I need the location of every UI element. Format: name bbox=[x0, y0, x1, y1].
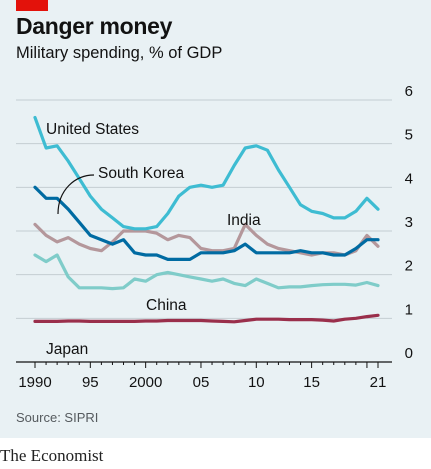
source-note: Source: SIPRI bbox=[16, 410, 99, 425]
chart-panel bbox=[0, 0, 431, 438]
series-label-japan: Japan bbox=[46, 341, 88, 358]
x-tick-label-05: 05 bbox=[193, 374, 210, 391]
line-chart: 0 1 2 3 4 5 6 1990 95 2000 05 10 15 21 United States … bbox=[16, 83, 413, 391]
x-tick-label-21: 21 bbox=[370, 374, 387, 391]
series-line-china bbox=[33, 253, 380, 291]
chart-subtitle: Military spending, % of GDP bbox=[16, 44, 223, 62]
series-line-south-korea bbox=[33, 185, 380, 261]
series-label-south-korea: South Korea bbox=[98, 165, 185, 182]
axis-ticks: 0 1 2 3 4 5 6 1990 95 2000 05 10 15 21 bbox=[18, 83, 413, 391]
gridlines bbox=[16, 99, 392, 363]
x-tick-label-1990: 1990 bbox=[18, 374, 51, 391]
series-lines bbox=[33, 115, 380, 324]
y-tick-label-0: 0 bbox=[405, 345, 413, 362]
y-tick-label-3: 3 bbox=[405, 214, 413, 231]
x-tick-label-2000: 2000 bbox=[129, 374, 162, 391]
series-label-india: India bbox=[227, 212, 261, 229]
y-tick-label-6: 6 bbox=[405, 83, 413, 100]
series-label-china: China bbox=[146, 297, 187, 314]
y-tick-label-2: 2 bbox=[405, 258, 413, 275]
annotations bbox=[57, 174, 95, 215]
series-line-japan bbox=[33, 313, 380, 324]
brand-red-tag bbox=[16, 0, 48, 11]
y-tick-label-1: 1 bbox=[405, 301, 413, 318]
south-korea-leader-line bbox=[57, 174, 95, 215]
chart-title: Danger money bbox=[16, 13, 173, 39]
brand-wordmark: The Economist bbox=[0, 446, 104, 465]
x-tick-label-15: 15 bbox=[303, 374, 320, 391]
series-labels: United States South Korea India China Ja… bbox=[46, 121, 261, 358]
series-line-united-states bbox=[33, 115, 380, 231]
x-tick-label-95: 95 bbox=[82, 374, 99, 391]
x-tick-label-10: 10 bbox=[248, 374, 265, 391]
y-tick-label-5: 5 bbox=[405, 127, 413, 144]
y-tick-label-4: 4 bbox=[405, 170, 413, 187]
series-label-united-states: United States bbox=[46, 121, 139, 138]
